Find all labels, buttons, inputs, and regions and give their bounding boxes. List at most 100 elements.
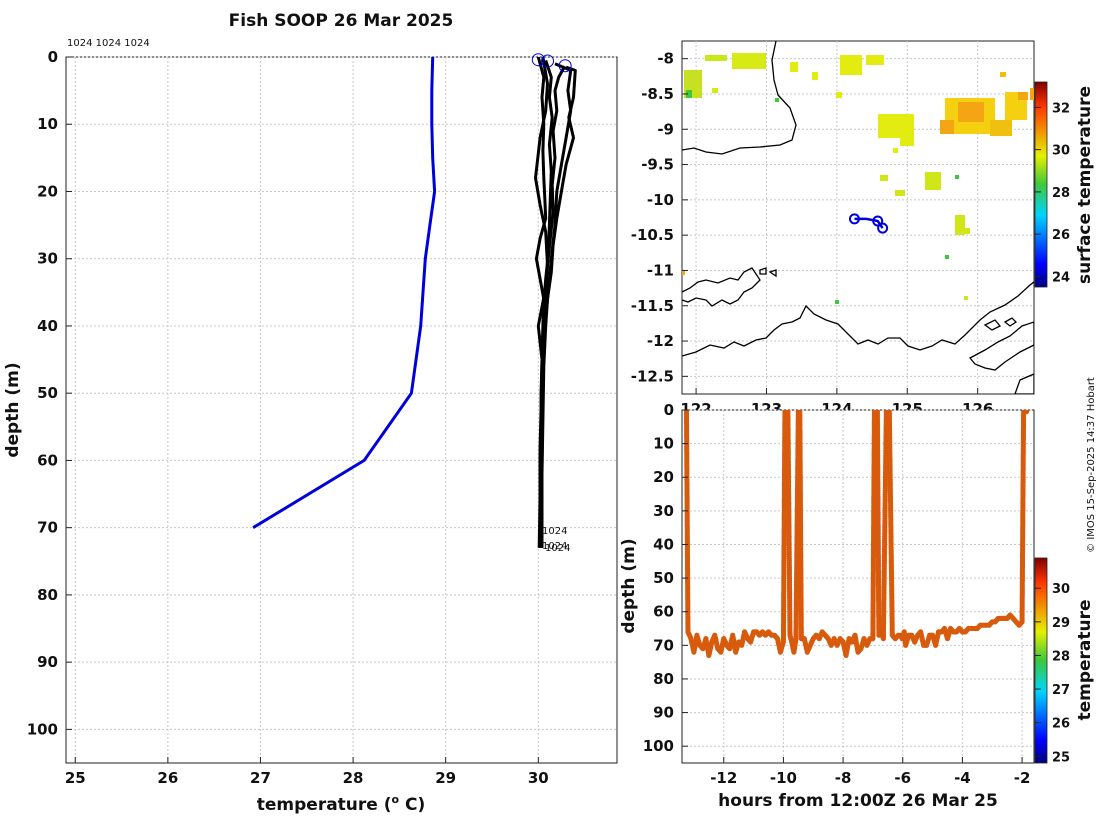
start-marker	[531, 53, 545, 67]
surface-temperature-map: -8-8.5-9-9.5-10-10.5-11-11.5-12-12.5 122…	[631, 40, 1095, 418]
map-colorbar	[1034, 81, 1048, 288]
map-y-tick-label: -8.5	[641, 85, 674, 103]
data-point	[1023, 410, 1030, 415]
y-tick-label: 0	[48, 48, 58, 66]
y-tick-label: 10	[37, 115, 58, 133]
profile-end-labels: 1024 1024 1024	[542, 526, 570, 554]
profile-line	[540, 65, 577, 548]
colorbar-tick-label: 26	[1052, 228, 1070, 243]
track-station-marker	[877, 222, 889, 234]
profile-line	[252, 57, 437, 529]
colorbar-tick-label: 25	[1052, 750, 1070, 765]
profile-series	[252, 57, 577, 548]
temperature-profile-panel: Fish SOOP 26 Mar 2025 1024 1024 1024 25 2…	[3, 11, 618, 815]
y-tick-label: 100	[27, 720, 58, 738]
map-y-ticks: -8 -8.5 -9 -9.5 -10 -10.5 -11 -11.5 -12 -12.5	[631, 50, 688, 385]
colorbar-tick-label: 28	[1052, 649, 1070, 664]
depth-time-y-tick-label: 80	[653, 670, 674, 688]
depth-time-y-tick-label: 70	[653, 636, 674, 654]
depth-time-y-axis-label: depth (m)	[619, 538, 639, 633]
profile-line	[534, 57, 549, 548]
temperature-colorbar	[1034, 557, 1048, 764]
ship-track	[848, 213, 889, 234]
map-content	[682, 41, 1034, 394]
y-tick-label: 90	[37, 653, 58, 671]
track-station-marker	[872, 215, 884, 227]
colorbar-tick-label: 24	[1052, 270, 1070, 285]
temperature-colorbar-label: temperature	[1075, 599, 1095, 720]
profile-grid	[66, 56, 617, 763]
depth-time-y-tick-label: 50	[653, 569, 674, 587]
depth-time-y-tick-label: 60	[653, 603, 674, 621]
end-label: 1024	[545, 543, 570, 554]
map-y-tick-label: -10	[647, 191, 674, 209]
x-tick-label: 26	[157, 769, 178, 787]
profile-axes-frame	[65, 56, 618, 764]
x-tick-label: 27	[250, 769, 271, 787]
depth-time-x-tick-label: -6	[894, 769, 911, 787]
profile-x-ticks: 25 26 27 28 29 30	[65, 757, 549, 787]
map-y-tick-label: -12	[647, 332, 674, 350]
y-tick-label: 50	[37, 384, 58, 402]
coastlines	[682, 41, 1034, 394]
map-y-tick-label: -11	[647, 261, 674, 279]
map-colorbar-label: surface temperature	[1075, 86, 1095, 284]
map-y-tick-label: -9	[657, 120, 674, 138]
chart-title: Fish SOOP 26 Mar 2025	[229, 11, 454, 31]
profile-y-ticks: 0 10 20 30 40 50 60 70 80 90 100	[27, 48, 72, 738]
depth-time-y-tick-label: 100	[643, 737, 674, 755]
depth-time-y-tick-label: 20	[653, 468, 674, 486]
colorbar-tick-label: 30	[1052, 582, 1070, 597]
profile-start-markers	[531, 53, 572, 73]
depth-time-x-axis-label: hours from 12:00Z 26 Mar 25	[718, 791, 998, 811]
depth-time-x-ticks: -12 -10 -8 -6 -4 -2	[710, 757, 1030, 787]
map-y-tick-label: -9.5	[641, 156, 674, 174]
map-y-tick-label: -10.5	[631, 226, 674, 244]
depth-time-x-tick-label: -12	[710, 769, 737, 787]
depth-time-x-tick-label: -4	[954, 769, 971, 787]
y-tick-label: 20	[37, 182, 58, 200]
y-tick-label: 60	[37, 451, 58, 469]
end-label: 1024	[542, 541, 567, 552]
x-tick-label: 28	[343, 769, 364, 787]
x-tick-label: 30	[528, 769, 549, 787]
depth-time-axes-frame	[681, 409, 1035, 764]
y-tick-label: 40	[37, 317, 58, 335]
colorbar-tick-label: 30	[1052, 144, 1070, 159]
colorbar-tick-label: 28	[1052, 186, 1070, 201]
start-marker	[558, 59, 572, 73]
x-axis-label: temperature (o C)	[257, 793, 426, 815]
map-y-tick-label: -12.5	[631, 367, 674, 385]
depth-time-y-tick-label: 40	[653, 535, 674, 553]
depth-time-y-tick-label: 0	[664, 401, 674, 419]
sst-pixels	[682, 53, 1034, 304]
depth-time-y-tick-label: 30	[653, 502, 674, 520]
colorbar-tick-label: 29	[1052, 616, 1070, 631]
depth-time-x-tick-label: -8	[835, 769, 852, 787]
depth-time-x-tick-label: -2	[1014, 769, 1031, 787]
y-tick-label: 30	[37, 250, 58, 268]
colorbar-tick-label: 26	[1052, 717, 1070, 732]
temperature-colorbar-ticks: 25 26 27 28 29 30	[1035, 582, 1070, 765]
credit-text: © IMOS 15-Sep-2025 14:37 Hobart	[1086, 377, 1097, 553]
depth-time-points	[683, 410, 1030, 659]
depth-time-y-tick-label: 10	[653, 435, 674, 453]
end-label: 1024	[542, 526, 567, 537]
x-tick-label: 29	[435, 769, 456, 787]
depth-time-panel: 0 10 20 30 40 50 60 70 80 90 100 -12 -10 -8 -6 -4 -2 25…	[619, 401, 1095, 811]
map-colorbar-ticks: 24 26 28 30 32	[1035, 101, 1070, 285]
y-axis-label: depth (m)	[3, 362, 23, 457]
map-y-tick-label: -8	[657, 50, 674, 68]
track-station-marker	[848, 213, 860, 225]
depth-time-x-tick-label: -10	[770, 769, 797, 787]
top-annotation: 1024 1024 1024	[67, 38, 150, 49]
y-tick-label: 70	[37, 519, 58, 537]
colorbar-tick-label: 32	[1052, 101, 1070, 116]
depth-time-y-tick-label: 90	[653, 704, 674, 722]
start-marker	[541, 54, 555, 68]
colorbar-tick-label: 27	[1052, 683, 1070, 698]
x-tick-label: 25	[65, 769, 86, 787]
map-y-tick-label: -11.5	[631, 297, 674, 315]
depth-time-y-ticks: 0 10 20 30 40 50 60 70 80 90 100	[643, 401, 688, 755]
